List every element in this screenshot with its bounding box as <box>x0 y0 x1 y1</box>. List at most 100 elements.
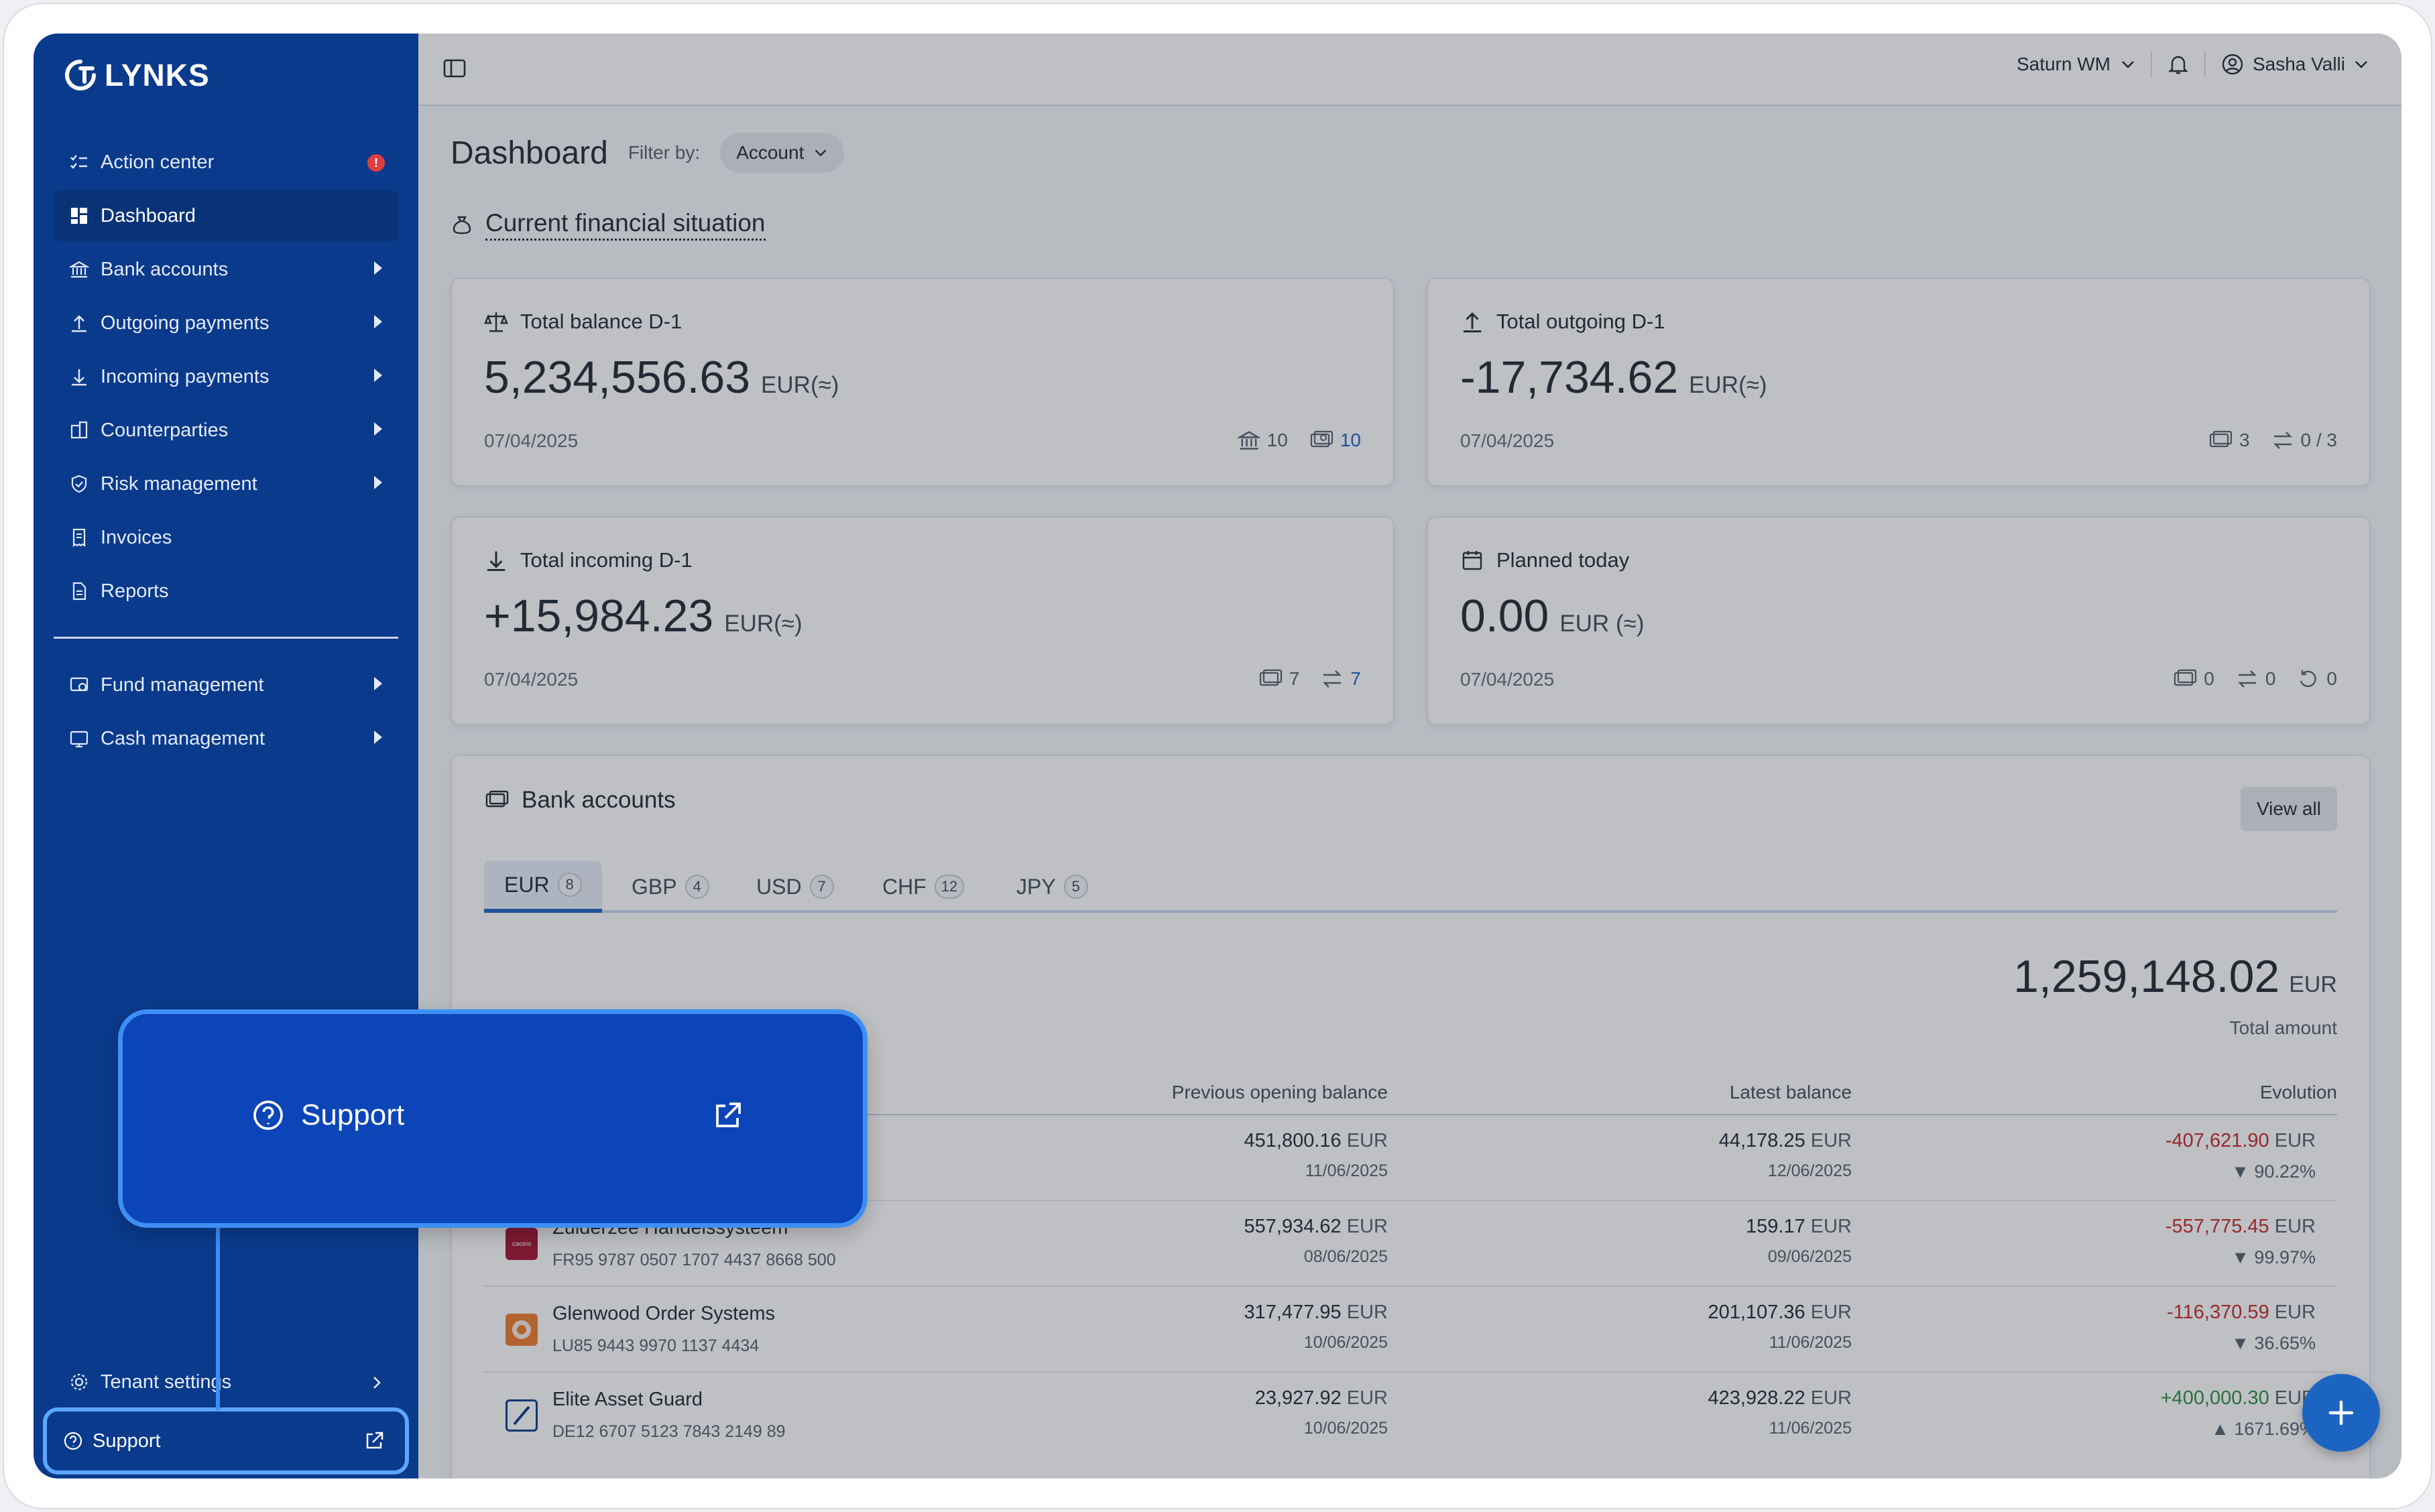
shield-icon <box>67 472 91 496</box>
table-row[interactable]: caceis Zuiderzee Handelssysteem FR95 978… <box>484 1201 2337 1287</box>
sidebar-item-fund-management[interactable]: Fund management <box>54 659 398 710</box>
bank-iban: LU85 9443 9970 1137 4434 <box>552 1336 760 1355</box>
sidebar-item-reports[interactable]: Reports <box>54 566 398 617</box>
filter-dropdown[interactable]: Account <box>720 133 845 173</box>
external-link-icon <box>711 1100 744 1135</box>
account-count[interactable]: 10 <box>1340 430 1361 450</box>
bank-icon <box>1237 431 1260 450</box>
prev-date: 10/06/2025 <box>1303 1419 1388 1438</box>
sidebar-item-invoices[interactable]: Invoices <box>54 512 398 563</box>
sidebar-item-label: Action center <box>101 151 215 173</box>
card-title: Total balance D-1 <box>520 310 682 333</box>
currency-label: EUR <box>2274 1130 2316 1151</box>
callout-label: Support <box>301 1098 405 1131</box>
column-header[interactable]: Previous opening balance <box>1171 1082 1388 1102</box>
column-header[interactable]: Latest balance <box>1729 1082 1852 1102</box>
expand-arrow-icon[interactable] <box>374 731 382 744</box>
sidebar-item-risk-management[interactable]: Risk management <box>54 458 398 509</box>
sidebar-item-cash-management[interactable]: Cash management <box>54 713 398 764</box>
sidebar-item-label: Fund management <box>101 674 264 696</box>
sidebar-item-tenant-settings[interactable]: Tenant settings <box>54 1357 398 1407</box>
sidebar-item-support[interactable]: Support <box>43 1407 409 1474</box>
expand-arrow-icon[interactable] <box>374 476 382 489</box>
sidebar-item-dashboard[interactable]: Dashboard <box>54 190 398 241</box>
sidebar-toggle-button[interactable] <box>442 56 467 84</box>
support-label: Support <box>93 1430 161 1452</box>
currency-label: EUR <box>2274 1302 2316 1323</box>
sidebar-item-label: Risk management <box>101 472 257 495</box>
sidebar-item-label: Tenant settings <box>101 1371 232 1393</box>
card-value: 0.00 <box>1460 590 1549 641</box>
prev-balance: 557,934.62 <box>1244 1216 1342 1237</box>
bank-logo-icon <box>506 1314 538 1346</box>
sidebar-item-action-center[interactable]: Action center ! <box>54 137 398 188</box>
tab-gbp[interactable]: GBP 4 <box>611 861 729 913</box>
table-row[interactable]: Glenwood Order Systems LU85 9443 9970 11… <box>484 1287 2337 1373</box>
cash-icon <box>67 727 91 751</box>
card-planned-today[interactable]: Planned today 0.00 EUR (≈) 07/04/2025 0 0… <box>1427 516 2371 725</box>
evolution-percent: 99.97% <box>2254 1247 2316 1267</box>
table-row[interactable]: 451,800.16 EUR 11/06/2025 44,178.25 EUR 12… <box>484 1115 2337 1201</box>
view-all-button[interactable]: View all <box>2241 787 2337 831</box>
notifications-button[interactable] <box>2167 53 2190 76</box>
download-icon <box>67 365 91 389</box>
support-callout[interactable]: Support <box>118 1009 868 1228</box>
evolution-amount: -557,775.45 <box>2165 1216 2269 1237</box>
column-header[interactable]: Evolution <box>2259 1082 2337 1102</box>
tab-count: 8 <box>557 873 582 897</box>
card-value: +15,984.23 <box>484 590 714 641</box>
dashboard-icon <box>67 204 91 228</box>
triangle-down-icon: ▼ <box>2231 1247 2255 1267</box>
sidebar-nav: Action center ! Dashboard Bank accounts … <box>54 137 398 619</box>
chevron-down-icon <box>2122 61 2134 68</box>
help-circle-icon <box>63 1431 83 1451</box>
sidebar-item-outgoing-payments[interactable]: Outgoing payments <box>54 298 398 349</box>
evolution-percent: 36.65% <box>2254 1333 2316 1353</box>
tab-jpy[interactable]: JPY 5 <box>996 861 1108 913</box>
add-fab-button[interactable] <box>2302 1374 2380 1452</box>
page-header: Dashboard Filter by: Account <box>451 133 845 173</box>
table-header: Previous opening balance Latest balance … <box>484 1078 2337 1115</box>
card-total-balance[interactable]: Total balance D-1 5,234,556.63 EUR(≈) 07/… <box>451 277 1394 487</box>
expand-arrow-icon[interactable] <box>374 677 382 690</box>
card-total-outgoing[interactable]: Total outgoing D-1 -17,734.62 EUR(≈) 07/0… <box>1427 277 2371 487</box>
evolution-amount: +400,000.30 <box>2160 1387 2269 1409</box>
transfer-count[interactable]: 7 <box>1350 668 1361 689</box>
page-title: Dashboard <box>451 135 608 171</box>
support-link[interactable]: Support <box>50 1414 402 1468</box>
section-title[interactable]: Current financial situation <box>485 209 766 241</box>
table-row[interactable]: Elite Asset Guard DE12 6707 5123 7843 21… <box>484 1373 2337 1458</box>
org-switcher[interactable]: Saturn WM <box>2017 54 2136 75</box>
expand-arrow-icon[interactable] <box>374 315 382 328</box>
recurring-icon <box>2300 670 2317 688</box>
upload-icon <box>67 311 91 335</box>
user-menu[interactable]: Sasha Valli <box>2220 52 2369 76</box>
sidebar-item-counterparties[interactable]: Counterparties <box>54 405 398 456</box>
callout-connector <box>216 1228 220 1410</box>
expand-arrow-icon[interactable] <box>374 261 382 275</box>
wallet-icon <box>1259 669 1282 686</box>
logo[interactable]: LYNKS <box>63 54 210 97</box>
card-total-incoming[interactable]: Total incoming D-1 +15,984.23 EUR(≈) 07/0… <box>451 516 1394 725</box>
expand-arrow-icon[interactable] <box>374 422 382 436</box>
tab-eur[interactable]: EUR 8 <box>484 861 602 913</box>
tab-label: JPY <box>1016 874 1056 899</box>
app-window: LYNKS Action center ! Dashboard Bank acc… <box>34 34 2401 1478</box>
sidebar-item-incoming-payments[interactable]: Incoming payments <box>54 351 398 402</box>
chevron-down-icon <box>2355 61 2367 68</box>
tab-usd[interactable]: USD 7 <box>736 861 854 913</box>
sidebar-item-label: Dashboard <box>101 204 196 227</box>
total-value: 1,259,148.02 <box>2013 951 2280 1002</box>
section-header: Current financial situation <box>451 209 766 241</box>
sidebar-item-bank-accounts[interactable]: Bank accounts <box>54 244 398 295</box>
bank-iban: FR95 9787 0507 1707 4437 8668 500 <box>552 1251 836 1269</box>
topbar-separator <box>2150 51 2152 78</box>
transfer-icon <box>2237 670 2257 688</box>
total-amount: 1,259,148.02 EUR <box>2013 950 2337 1003</box>
sidebar: LYNKS Action center ! Dashboard Bank acc… <box>34 34 418 1478</box>
expand-arrow-icon[interactable] <box>374 369 382 382</box>
latest-date: 11/06/2025 <box>1769 1333 1852 1352</box>
transfer-icon <box>2273 432 2292 449</box>
evolution-percent: 90.22% <box>2254 1161 2316 1182</box>
tab-chf[interactable]: CHF 12 <box>862 861 984 913</box>
